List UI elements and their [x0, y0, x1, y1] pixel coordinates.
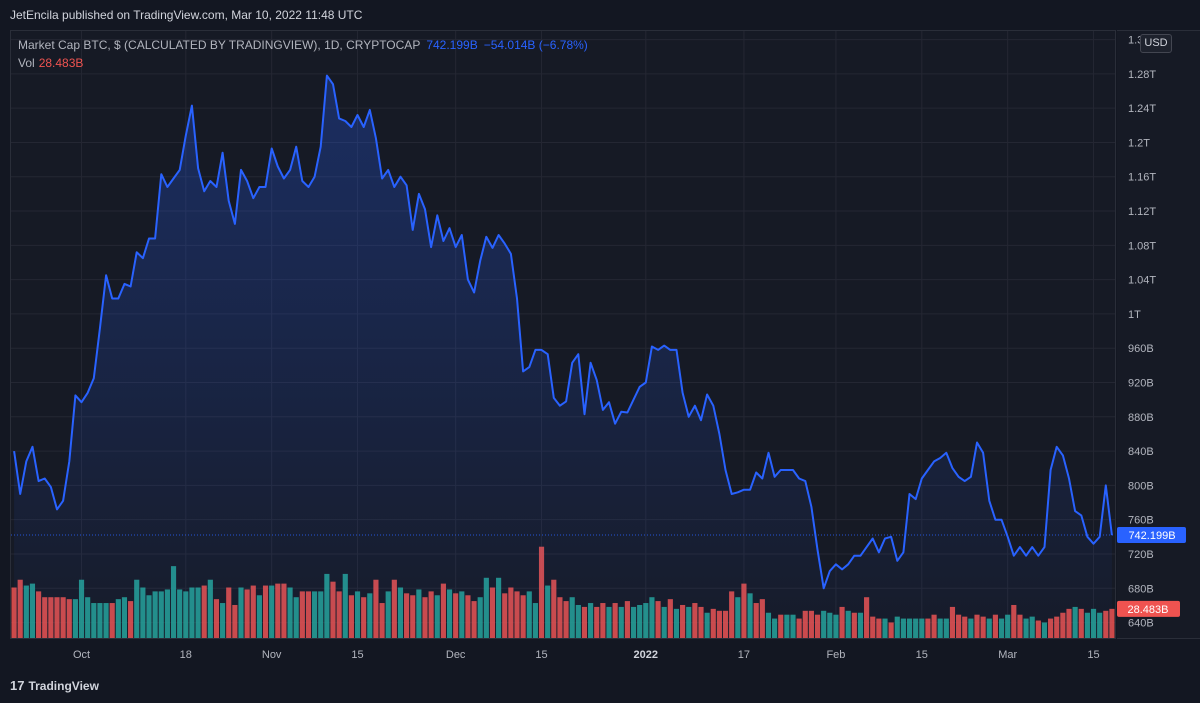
tradingview-brand: TradingView — [28, 679, 99, 693]
y-tick-label: 1.2T — [1128, 137, 1150, 149]
y-tick-label: 1.12T — [1128, 206, 1156, 218]
x-tick-label: 17 — [738, 649, 750, 661]
last-value-labels: 742.199B 28.483B — [11, 526, 1186, 617]
legend-last-value: 742.199B — [426, 38, 478, 52]
y-tick-label: 1T — [1128, 309, 1141, 321]
price-area-fill — [14, 75, 1112, 638]
x-tick-label: 2022 — [634, 649, 658, 661]
x-tick-label: Oct — [73, 649, 90, 661]
y-tick-label: 1.24T — [1128, 103, 1156, 115]
x-tick-label: Mar — [998, 649, 1017, 661]
x-tick-label: 15 — [351, 649, 363, 661]
volume-bar — [1109, 608, 1115, 638]
last-price-tag — [1117, 526, 1186, 543]
volume-label: Vol — [18, 56, 35, 70]
x-tick-label: Feb — [826, 649, 845, 661]
y-tick-label: 640B — [1128, 618, 1154, 630]
last-price-label: 742.199B — [1128, 530, 1175, 542]
y-tick-label: 800B — [1128, 480, 1154, 492]
publish-line: JetEncila published on TradingView.com, … — [10, 8, 363, 22]
x-tick-label: Nov — [262, 649, 282, 661]
y-tick-label: 920B — [1128, 378, 1154, 390]
y-tick-label: 880B — [1128, 412, 1154, 424]
legend-series-row[interactable]: Market Cap BTC, $ (CALCULATED BY TRADING… — [18, 36, 588, 54]
chart-legend[interactable]: Market Cap BTC, $ (CALCULATED BY TRADING… — [18, 36, 588, 72]
y-tick-label: 720B — [1128, 549, 1154, 561]
x-axis: Oct 18 Nov 15 Dec 15 2022 17 Feb 15 Mar 15 — [73, 649, 1100, 661]
tradingview-logo-icon: 17 — [10, 678, 25, 693]
legend-change: −54.014B (−6.78%) — [483, 38, 588, 52]
x-tick-label: 15 — [916, 649, 928, 661]
x-tick-label: 15 — [1087, 649, 1099, 661]
y-tick-label: 760B — [1128, 515, 1154, 527]
volume-value: 28.483B — [38, 56, 84, 70]
legend-volume-row[interactable]: Vol 28.483B — [18, 54, 588, 72]
currency-badge[interactable]: USD — [1140, 34, 1172, 53]
y-tick-label: 960B — [1128, 343, 1154, 355]
price-line — [13, 74, 1113, 590]
x-tick-label: 15 — [535, 649, 547, 661]
footer: 17 TradingView — [0, 672, 1200, 703]
last-volume-label: 28.483B — [1128, 604, 1169, 616]
last-volume-tag — [1117, 600, 1180, 617]
price-area — [14, 75, 1112, 638]
y-tick-label: 1.04T — [1128, 275, 1156, 287]
volume-bar — [11, 587, 17, 638]
series-title: Market Cap BTC, $ (CALCULATED BY TRADING… — [18, 38, 421, 52]
y-tick-label: 680B — [1128, 583, 1154, 595]
y-tick-label: 1.28T — [1128, 69, 1156, 81]
tradingview-logo[interactable]: 17 TradingView — [10, 678, 99, 693]
x-tick-label: Dec — [446, 649, 466, 661]
x-tick-label: 18 — [180, 649, 192, 661]
header-bar: JetEncila published on TradingView.com, … — [0, 0, 1200, 30]
y-tick-label: 1.08T — [1128, 240, 1156, 252]
y-tick-label: 1.16T — [1128, 172, 1156, 184]
price-line-path — [13, 74, 1113, 590]
y-tick-label: 840B — [1128, 446, 1154, 458]
